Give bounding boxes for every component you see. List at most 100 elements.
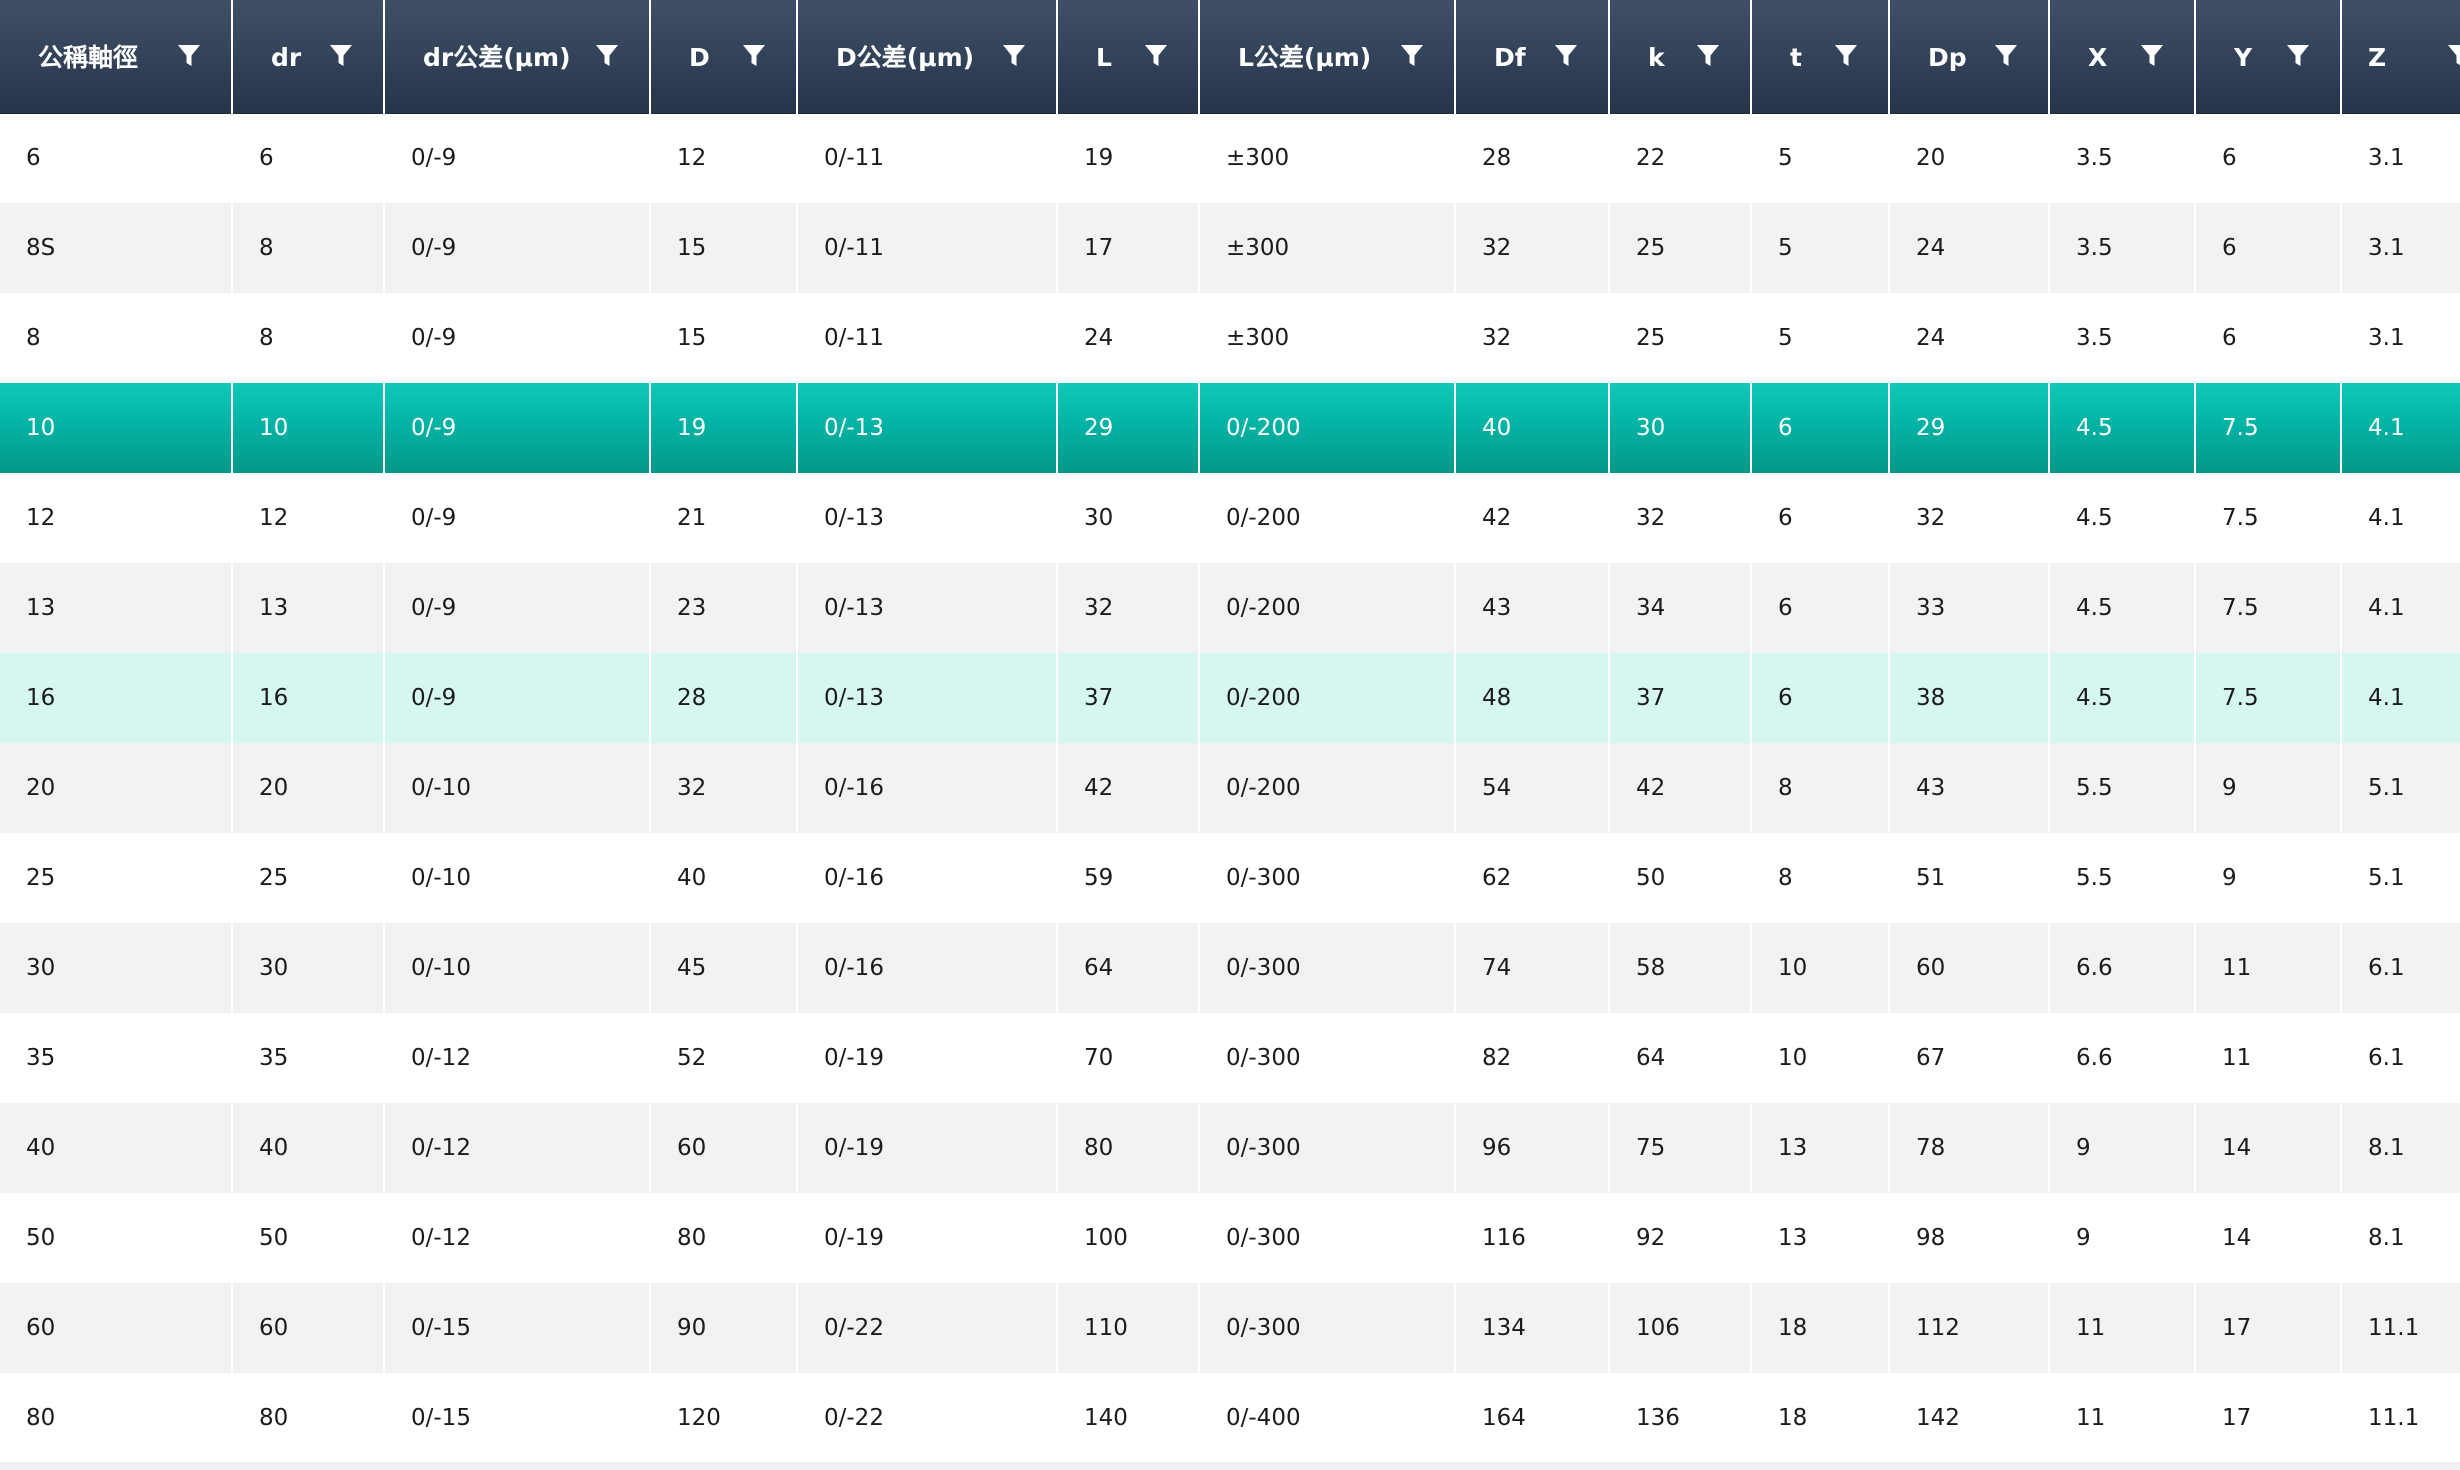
table-cell: 90 <box>650 1283 798 1373</box>
table-cell: 6 <box>1751 383 1890 473</box>
table-cell: 16 <box>0 653 233 743</box>
column-header-label: Z <box>2368 42 2387 72</box>
table-row[interactable]: 12 12 0/-9 21 0/-13 30 0/-200 42 32 6 32 4.5 7.5 4.1 <box>0 473 2460 563</box>
table-row[interactable]: 50 50 0/-12 80 0/-19 100 0/-300 116 92 13 98 9 14 8.1 <box>0 1193 2460 1283</box>
table-row[interactable]: 25 25 0/-10 40 0/-16 59 0/-300 62 50 8 51 5.5 9 5.1 <box>0 833 2460 923</box>
column-header[interactable]: Df <box>1455 0 1610 114</box>
filter-funnel-icon[interactable] <box>1144 43 1168 69</box>
column-header[interactable]: dr <box>232 0 385 114</box>
table-cell: 0/-9 <box>384 563 651 653</box>
column-header[interactable]: Y <box>2195 0 2342 114</box>
filter-funnel-icon[interactable] <box>742 43 766 69</box>
filter-funnel-icon[interactable] <box>2286 43 2310 69</box>
column-header[interactable]: L <box>1057 0 1200 114</box>
table-cell: 8 <box>0 293 233 383</box>
table-cell: 38 <box>1889 653 2050 743</box>
table-cell: 0/-19 <box>797 1013 1058 1103</box>
table-cell: 22 <box>1609 113 1752 203</box>
table-cell: 0/-9 <box>384 203 651 293</box>
table-cell: 60 <box>232 1283 385 1373</box>
table-cell: 0/-200 <box>1199 383 1456 473</box>
column-header[interactable]: L公差(μm) <box>1199 0 1456 114</box>
table-cell: 67 <box>1889 1013 2050 1103</box>
filter-funnel-icon[interactable] <box>1834 43 1858 69</box>
column-header[interactable]: dr公差(μm) <box>384 0 651 114</box>
column-header[interactable]: D公差(μm) <box>797 0 1058 114</box>
table-cell: 11 <box>2195 923 2342 1013</box>
table-cell: 32 <box>1057 563 1200 653</box>
table-row[interactable]: 35 35 0/-12 52 0/-19 70 0/-300 82 64 10 67 6.6 11 6.1 <box>0 1013 2460 1103</box>
column-header[interactable]: k <box>1609 0 1752 114</box>
table-row[interactable]: 13 13 0/-9 23 0/-13 32 0/-200 43 34 6 33 4.5 7.5 4.1 <box>0 563 2460 653</box>
table-cell: 0/-16 <box>797 833 1058 923</box>
column-header[interactable]: t <box>1751 0 1890 114</box>
table-header-row: 公稱軸徑 dr dr公差(μm) D D公差(μm) L L公差(μm) Df k t Dp X Y Z <box>0 0 2460 114</box>
table-cell: 5 <box>1751 113 1890 203</box>
table-cell: ±300 <box>1199 293 1456 383</box>
table-row[interactable]: 80 80 0/-15 120 0/-22 140 0/-400 164 136 18 142 11 1… <box>0 1373 2460 1463</box>
table-row[interactable]: 30 30 0/-10 45 0/-16 64 0/-300 74 58 10 60 6.6 11 6.1 <box>0 923 2460 1013</box>
filter-funnel-icon[interactable] <box>329 43 353 69</box>
filter-funnel-icon[interactable] <box>177 43 201 69</box>
table-cell: 0/-10 <box>384 923 651 1013</box>
table-cell: 6 <box>0 113 233 203</box>
table-cell: 32 <box>1455 203 1610 293</box>
filter-funnel-icon[interactable] <box>1002 43 1026 69</box>
column-header-label: Df <box>1494 42 1526 72</box>
column-header[interactable]: 公稱軸徑 <box>0 0 233 114</box>
filter-funnel-icon[interactable] <box>1400 43 1424 69</box>
column-header-label: L <box>1096 42 1112 72</box>
table-cell: 16 <box>232 653 385 743</box>
table-cell: 37 <box>1057 653 1200 743</box>
filter-funnel-icon[interactable] <box>1554 43 1578 69</box>
table-cell: 10 <box>1751 923 1890 1013</box>
table-cell: 15 <box>650 293 798 383</box>
table-cell: 58 <box>1609 923 1752 1013</box>
table-row[interactable]: 8 8 0/-9 15 0/-11 24 ±300 32 25 5 24 3.5 6 3.1 <box>0 293 2460 383</box>
table-cell: 0/-200 <box>1199 473 1456 563</box>
table-cell: 0/-13 <box>797 653 1058 743</box>
table-cell: 50 <box>1609 833 1752 923</box>
table-cell: 80 <box>650 1193 798 1283</box>
table-row[interactable]: 40 40 0/-12 60 0/-19 80 0/-300 96 75 13 78 9 14 8.1 <box>0 1103 2460 1193</box>
table-cell: 6 <box>1751 563 1890 653</box>
column-header[interactable]: Dp <box>1889 0 2050 114</box>
table-row[interactable]: 10 10 0/-9 19 0/-13 29 0/-200 40 30 6 29 4.5 7.5 4.1 <box>0 383 2460 473</box>
column-header[interactable]: X <box>2049 0 2196 114</box>
table-bottom-edge <box>0 1462 2460 1470</box>
column-header[interactable]: Z <box>2341 0 2460 114</box>
table-cell: 43 <box>1889 743 2050 833</box>
filter-funnel-icon[interactable] <box>2447 43 2460 69</box>
table-cell: 3.5 <box>2049 203 2196 293</box>
table-cell: 6.6 <box>2049 923 2196 1013</box>
table-cell: 80 <box>0 1373 233 1463</box>
table-cell: 4.5 <box>2049 383 2196 473</box>
table-row[interactable]: 16 16 0/-9 28 0/-13 37 0/-200 48 37 6 38 4.5 7.5 4.1 <box>0 653 2460 743</box>
table-cell: 14 <box>2195 1103 2342 1193</box>
table-cell: 0/-13 <box>797 473 1058 563</box>
table-cell: 4.1 <box>2341 653 2460 743</box>
table-row[interactable]: 8S 8 0/-9 15 0/-11 17 ±300 32 25 5 24 3.5 6 3.1 <box>0 203 2460 293</box>
column-header-label: Dp <box>1928 42 1967 72</box>
table-cell: 0/-11 <box>797 293 1058 383</box>
table-cell: 0/-300 <box>1199 833 1456 923</box>
table-cell: 24 <box>1057 293 1200 383</box>
filter-funnel-icon[interactable] <box>1696 43 1720 69</box>
table-cell: 11.1 <box>2341 1283 2460 1373</box>
table-cell: 21 <box>650 473 798 563</box>
table-row[interactable]: 6 6 0/-9 12 0/-11 19 ±300 28 22 5 20 3.5 6 3.1 <box>0 113 2460 203</box>
table-cell: 32 <box>1889 473 2050 563</box>
filter-funnel-icon[interactable] <box>2140 43 2164 69</box>
table-cell: 6.6 <box>2049 1013 2196 1103</box>
filter-funnel-icon[interactable] <box>1994 43 2018 69</box>
table-cell: 6 <box>232 113 385 203</box>
table-row[interactable]: 20 20 0/-10 32 0/-16 42 0/-200 54 42 8 43 5.5 9 5.1 <box>0 743 2460 833</box>
column-header-label: D <box>689 42 710 72</box>
table-cell: 23 <box>650 563 798 653</box>
table-row[interactable]: 60 60 0/-15 90 0/-22 110 0/-300 134 106 18 112 11 17… <box>0 1283 2460 1373</box>
table-cell: 0/-11 <box>797 203 1058 293</box>
column-header[interactable]: D <box>650 0 798 114</box>
table-cell: 0/-200 <box>1199 653 1456 743</box>
table-cell: 11 <box>2195 1013 2342 1103</box>
filter-funnel-icon[interactable] <box>595 43 619 69</box>
